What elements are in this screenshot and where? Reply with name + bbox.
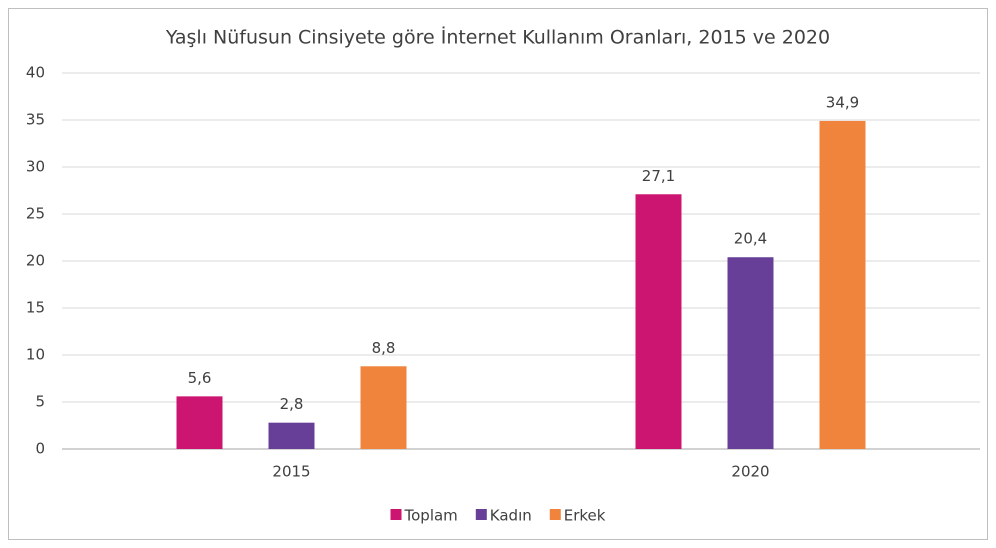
x-tick-label: 2020 <box>731 463 769 481</box>
bar <box>360 366 407 449</box>
y-tick-label: 0 <box>35 440 45 458</box>
y-tick-label: 20 <box>26 252 45 270</box>
y-tick-label: 35 <box>26 111 45 129</box>
bar <box>268 422 315 449</box>
data-label: 2,8 <box>280 395 304 413</box>
legend-swatch <box>475 509 487 520</box>
data-label: 34,9 <box>826 93 859 111</box>
y-tick-label: 40 <box>26 64 45 82</box>
bar <box>819 120 866 449</box>
data-label: 8,8 <box>372 339 396 357</box>
y-tick-label: 25 <box>26 205 45 223</box>
y-tick-label: 30 <box>26 158 45 176</box>
legend-label: Toplam <box>404 507 458 525</box>
legend-label: Kadın <box>490 507 532 525</box>
data-label: 5,6 <box>188 369 212 387</box>
x-tick-label: 2015 <box>272 463 310 481</box>
legend-swatch <box>390 509 402 520</box>
data-label: 27,1 <box>642 167 675 185</box>
data-label: 20,4 <box>734 230 767 248</box>
bar <box>176 396 223 449</box>
bar <box>727 257 774 449</box>
y-tick-label: 15 <box>26 299 45 317</box>
y-tick-label: 5 <box>35 393 45 411</box>
bar <box>635 194 682 449</box>
chart-title: Yaşlı Nüfusun Cinsiyete göre İnternet Ku… <box>165 26 830 49</box>
y-tick-label: 10 <box>26 346 45 364</box>
legend-label: Erkek <box>564 507 606 525</box>
legend-swatch <box>549 509 561 520</box>
